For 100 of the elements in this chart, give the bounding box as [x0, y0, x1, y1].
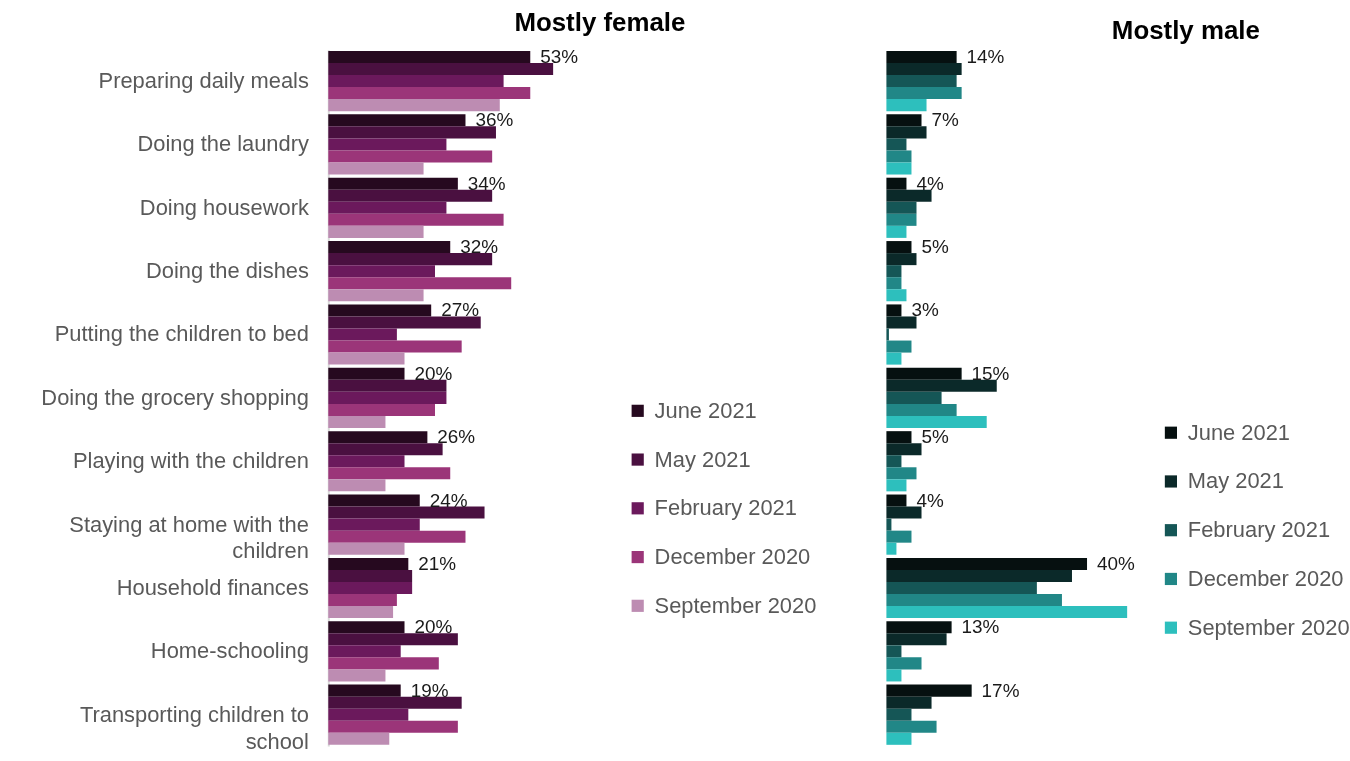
- data-label: 20%: [414, 362, 453, 384]
- bar: [886, 304, 902, 317]
- legend-label: December 2020: [654, 544, 811, 570]
- chart-title: Mostly female: [514, 8, 686, 37]
- bar: [328, 289, 424, 302]
- bar: [886, 340, 912, 353]
- bar: [886, 542, 897, 555]
- bar: [328, 557, 409, 570]
- bar: [886, 391, 942, 404]
- bar: [328, 162, 424, 175]
- bar: [886, 75, 957, 88]
- bar: [328, 138, 447, 151]
- y-tick-label: Household finances: [116, 574, 309, 600]
- bar: [328, 367, 405, 380]
- bar: [886, 253, 917, 266]
- data-label: 5%: [921, 426, 949, 448]
- bar: [886, 606, 1128, 619]
- bar: [328, 201, 447, 214]
- bar: [886, 403, 957, 416]
- bar: [328, 569, 413, 582]
- data-label: 19%: [410, 679, 449, 701]
- bar: [328, 379, 447, 392]
- bar: [886, 225, 907, 238]
- bar: [886, 696, 932, 709]
- bar: [328, 732, 390, 745]
- bar: [328, 684, 401, 697]
- bar: [886, 316, 917, 329]
- bar: [886, 99, 927, 112]
- data-label: 21%: [418, 552, 457, 574]
- bar: [328, 669, 386, 682]
- data-label: 17%: [981, 679, 1020, 701]
- bar: [328, 304, 432, 317]
- bar: [886, 63, 962, 76]
- legend-label: February 2021: [1187, 517, 1331, 543]
- legend-label: September 2020: [654, 592, 817, 618]
- bar: [328, 633, 458, 646]
- bar: [328, 87, 531, 100]
- data-label: 20%: [414, 616, 453, 638]
- data-label: 4%: [916, 172, 944, 194]
- bar: [328, 518, 420, 531]
- bar: [328, 530, 466, 543]
- bar: [328, 177, 458, 190]
- data-label: 40%: [1096, 552, 1135, 574]
- bar: [328, 657, 439, 670]
- bar: [886, 328, 889, 341]
- bar: [886, 557, 1088, 570]
- bar: [328, 621, 405, 634]
- bar: [886, 530, 912, 543]
- y-tick-label: Doing the laundry: [137, 131, 309, 157]
- bar: [328, 415, 386, 428]
- bar: [886, 720, 937, 733]
- bar: [886, 162, 912, 175]
- bar: [886, 87, 962, 100]
- bar: [328, 403, 435, 416]
- y-tick-label: Doing the grocery shopping: [41, 384, 309, 410]
- bar: [886, 241, 912, 254]
- bar: [886, 277, 902, 290]
- bar: [886, 431, 912, 444]
- bar: [886, 289, 907, 302]
- bar: [328, 225, 424, 238]
- legend-label: December 2020: [1187, 565, 1344, 591]
- bar: [886, 657, 922, 670]
- bar: [886, 50, 957, 63]
- y-tick-label: Staying at home with the children: [69, 511, 309, 564]
- bar: [886, 479, 907, 492]
- bar: [886, 379, 997, 392]
- bar: [886, 732, 912, 745]
- bar: [328, 594, 397, 607]
- bar: [886, 708, 912, 721]
- bar: [886, 367, 962, 380]
- bar: [886, 352, 902, 365]
- bar: [328, 316, 481, 329]
- bar: [328, 391, 447, 404]
- data-label: 34%: [467, 172, 506, 194]
- bar: [886, 189, 932, 202]
- bar: [886, 621, 952, 634]
- bar: [328, 542, 405, 555]
- data-label: 32%: [460, 236, 499, 258]
- y-tick-label: Doing the dishes: [145, 258, 309, 284]
- bar: [328, 75, 504, 88]
- bar: [328, 265, 435, 278]
- data-label: 27%: [441, 299, 480, 321]
- legend-label: May 2021: [1187, 468, 1284, 494]
- bar: [886, 114, 922, 127]
- y-tick-label: Preparing daily meals: [98, 68, 309, 94]
- bar: [328, 696, 462, 709]
- bar: [328, 189, 493, 202]
- bar: [328, 114, 466, 127]
- bar: [328, 645, 401, 658]
- bar: [328, 494, 420, 507]
- bar: [886, 506, 922, 519]
- bar: [328, 50, 531, 63]
- bar: [328, 431, 428, 444]
- bar: [886, 443, 922, 456]
- bar: [886, 126, 927, 139]
- bar: [328, 606, 394, 619]
- text: Mostly male: [1111, 16, 1260, 45]
- data-label: 53%: [540, 45, 579, 67]
- data-label: 36%: [475, 109, 514, 131]
- bar: [328, 213, 504, 226]
